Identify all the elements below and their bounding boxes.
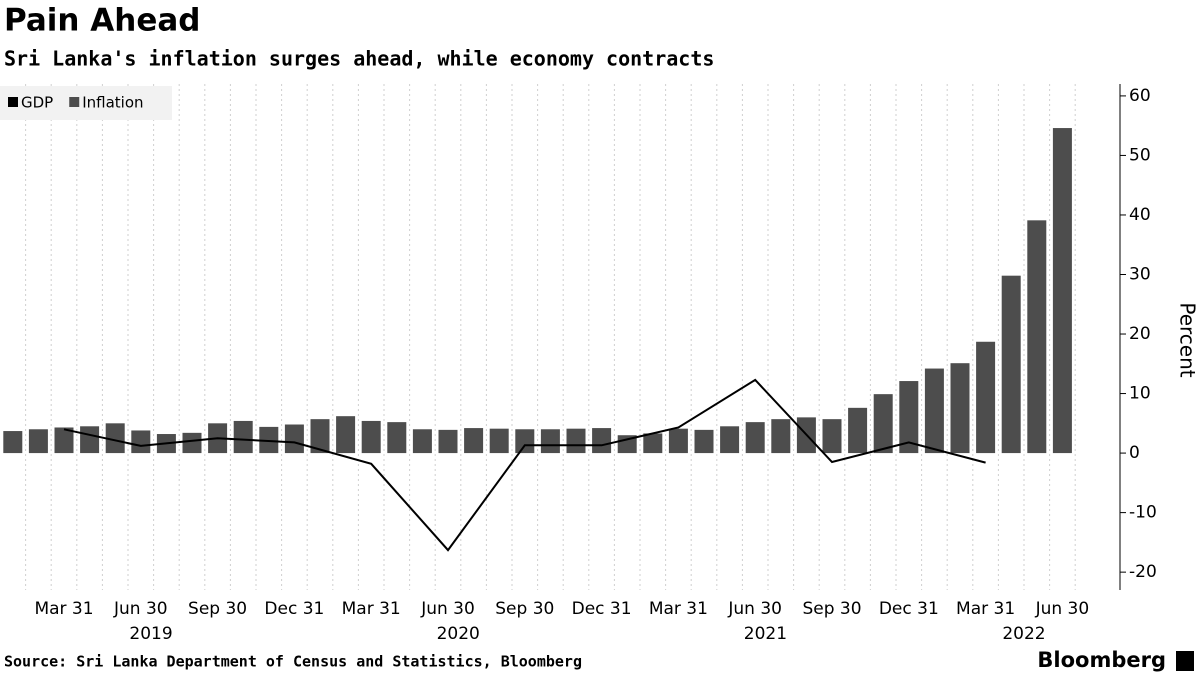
y-tick-label: 10 <box>1129 384 1151 404</box>
year-label: 2020 <box>437 624 480 644</box>
bar <box>54 427 74 454</box>
x-tick-label: Sep 30 <box>802 599 861 619</box>
bar <box>284 424 304 454</box>
bar <box>387 422 407 454</box>
bar <box>131 430 151 454</box>
bar <box>361 420 381 454</box>
year-label: 2019 <box>129 624 172 644</box>
bar <box>745 422 765 454</box>
x-tick-label: Dec 31 <box>879 599 939 619</box>
year-label: 2021 <box>744 624 787 644</box>
bar <box>336 416 356 454</box>
bar <box>668 428 688 454</box>
bar <box>720 426 740 454</box>
bar <box>80 426 100 454</box>
legend-label: Inflation <box>82 94 143 112</box>
x-tick-label: Jun 30 <box>420 599 475 619</box>
bar <box>950 363 970 454</box>
bar <box>28 429 48 454</box>
bar <box>540 429 560 454</box>
bar <box>438 429 458 454</box>
logo: Bloomberg <box>1037 648 1166 672</box>
bar <box>822 419 842 454</box>
bar <box>3 431 23 454</box>
y-tick-label: 30 <box>1129 264 1151 284</box>
legend-background <box>0 86 172 120</box>
bar <box>848 407 868 454</box>
y-tick-label: 50 <box>1129 145 1151 165</box>
x-tick-label: Sep 30 <box>188 599 247 619</box>
bar <box>1052 128 1072 454</box>
bar <box>694 429 714 454</box>
y-axis-label: Percent <box>1176 302 1200 377</box>
bar <box>976 341 996 454</box>
bar <box>566 428 586 454</box>
bar <box>899 381 919 454</box>
legend-swatch <box>69 97 80 107</box>
x-tick-label: Jun 30 <box>113 599 168 619</box>
bar <box>1027 220 1047 454</box>
bar <box>1001 275 1021 454</box>
x-tick-label: Jun 30 <box>1035 599 1090 619</box>
bar <box>924 368 944 454</box>
x-tick-label: Mar 31 <box>649 599 708 619</box>
bar <box>233 420 253 454</box>
line <box>63 378 986 552</box>
bar <box>412 429 432 454</box>
logo-icon <box>1176 651 1194 671</box>
bar <box>643 433 663 454</box>
bar <box>259 426 279 454</box>
bar <box>771 419 791 454</box>
plot-background <box>0 84 1120 590</box>
y-tick-label: 20 <box>1129 324 1151 344</box>
bar <box>182 432 202 454</box>
x-tick-label: Dec 31 <box>572 599 632 619</box>
y-tick-label: 60 <box>1129 86 1151 106</box>
bar <box>489 428 509 454</box>
bar <box>105 423 125 454</box>
y-tick-label: 0 <box>1129 443 1140 463</box>
bar <box>515 429 535 454</box>
x-tick-label: Mar 31 <box>34 599 93 619</box>
bar <box>310 419 330 454</box>
year-label: 2022 <box>1002 624 1045 644</box>
x-tick-label: Mar 31 <box>956 599 1015 619</box>
source: Source: Sri Lanka Department of Census a… <box>4 653 582 671</box>
x-tick-label: Mar 31 <box>342 599 401 619</box>
y-tick-label: 40 <box>1129 205 1151 225</box>
bar <box>873 394 893 454</box>
chart-subtitle: Sri Lanka's inflation surges ahead, whil… <box>4 47 714 71</box>
chart-title: Pain Ahead <box>4 3 201 39</box>
y-tick-label: -20 <box>1129 562 1157 582</box>
x-tick-label: Dec 31 <box>264 599 324 619</box>
x-tick-label: Sep 30 <box>495 599 554 619</box>
bar <box>592 428 612 454</box>
x-tick-label: Jun 30 <box>727 599 782 619</box>
legend-swatch <box>8 97 18 107</box>
legend-label: GDP <box>21 94 53 112</box>
bar <box>464 428 484 454</box>
y-tick-label: -10 <box>1129 503 1157 523</box>
